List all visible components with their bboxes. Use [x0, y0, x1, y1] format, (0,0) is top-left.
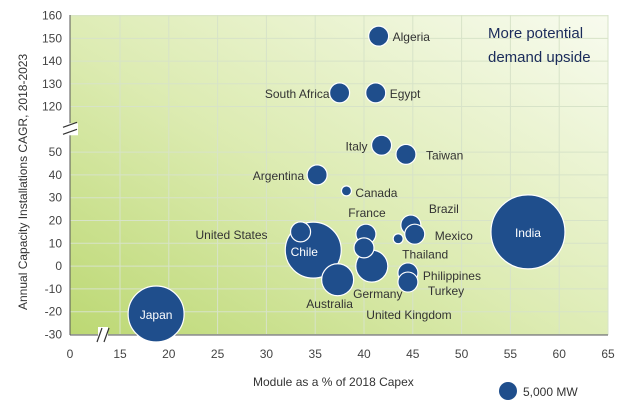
x-tick-label: 30 — [260, 347, 274, 361]
y-tick-label: -10 — [45, 282, 63, 296]
y-tick-label: -20 — [45, 305, 63, 319]
bubble-australia — [321, 263, 355, 297]
label-india: India — [515, 226, 541, 240]
bubble-united-states — [289, 221, 312, 243]
label-united-kingdom: United Kingdom — [366, 308, 451, 322]
x-tick-label: 40 — [357, 347, 371, 361]
x-tick-label: 25 — [211, 347, 225, 361]
bubble-egypt — [365, 82, 387, 104]
label-philippines: Philippines — [423, 269, 481, 283]
y-break-gap — [62, 123, 78, 136]
x-break-mark — [96, 327, 103, 343]
legend-bubble — [499, 382, 517, 400]
y-tick-label: 130 — [42, 77, 62, 91]
x-tick-label: 60 — [553, 347, 567, 361]
y-break-mark — [62, 128, 78, 135]
bubble-united-kingdom — [353, 237, 375, 259]
y-tick-label: 120 — [42, 100, 62, 114]
x-tick-label: 55 — [504, 347, 518, 361]
x-tick-label: 45 — [406, 347, 420, 361]
bubble-algeria — [368, 25, 390, 47]
y-tick-label: 140 — [42, 54, 62, 68]
label-japan: Japan — [140, 308, 173, 322]
x-axis-title: Module as a % of 2018 Capex — [253, 375, 414, 389]
x-tick-label: 20 — [162, 347, 176, 361]
y-tick-label: 50 — [49, 145, 63, 159]
bubble-turkey — [397, 271, 419, 293]
label-chile: Chile — [291, 245, 319, 259]
x-tick-label: 65 — [601, 347, 615, 361]
label-united-states: United States — [196, 228, 268, 242]
bubble-south-africa — [329, 82, 351, 104]
bubble-india — [490, 194, 566, 270]
y-axis-title: Annual Capacity Installations CAGR, 2018… — [16, 54, 30, 310]
bubbles — [127, 25, 566, 343]
bubble-mexico — [404, 223, 426, 245]
x-tick-label: 35 — [309, 347, 323, 361]
label-germany: Germany — [353, 287, 402, 301]
label-brazil: Brazil — [429, 202, 459, 216]
y-tick-label: 160 — [42, 9, 62, 23]
y-tick-label: 0 — [55, 259, 62, 273]
label-south-africa: South Africa — [265, 87, 330, 101]
label-france: France — [348, 206, 386, 220]
label-taiwan: Taiwan — [426, 148, 463, 162]
x-tick-label: 15 — [113, 347, 127, 361]
axes: -30 -20 -10 0 10 20 30 40 50 120 130 140 150 160 0 15 20… — [42, 9, 615, 361]
bubble-thailand — [392, 233, 404, 245]
bubble-japan — [127, 285, 185, 343]
annotation-line-1: More potential — [488, 25, 583, 42]
y-tick-label: 30 — [49, 191, 63, 205]
y-tick-label: 10 — [49, 236, 63, 250]
x-break-gap — [98, 327, 108, 343]
label-canada: Canada — [355, 186, 397, 200]
label-mexico: Mexico — [435, 229, 473, 243]
label-algeria: Algeria — [393, 30, 431, 44]
bubble-italy — [370, 134, 393, 156]
legend-label: 5,000 MW — [523, 385, 578, 399]
label-argentina: Argentina — [253, 169, 305, 183]
label-australia: Australia — [306, 297, 353, 311]
annotation-line-2: demand upside — [488, 49, 591, 66]
x-tick-label: 50 — [455, 347, 469, 361]
y-tick-label: -30 — [45, 328, 63, 342]
bubble-labels: Algeria South Africa Egypt Italy Taiwan Argen… — [140, 30, 542, 322]
y-tick-label: 20 — [49, 214, 63, 228]
x-tick-label: 0 — [67, 347, 74, 361]
label-turkey: Turkey — [428, 284, 464, 298]
y-tick-label: 40 — [49, 168, 63, 182]
y-tick-label: 150 — [42, 31, 62, 45]
y-break-mark — [62, 121, 78, 128]
bubble-canada — [340, 185, 353, 197]
label-thailand: Thailand — [402, 248, 448, 262]
bubble-argentina — [306, 164, 328, 186]
label-egypt: Egypt — [390, 87, 421, 101]
x-break-mark — [103, 327, 110, 343]
bubble-taiwan — [395, 143, 417, 165]
label-italy: Italy — [346, 139, 368, 153]
